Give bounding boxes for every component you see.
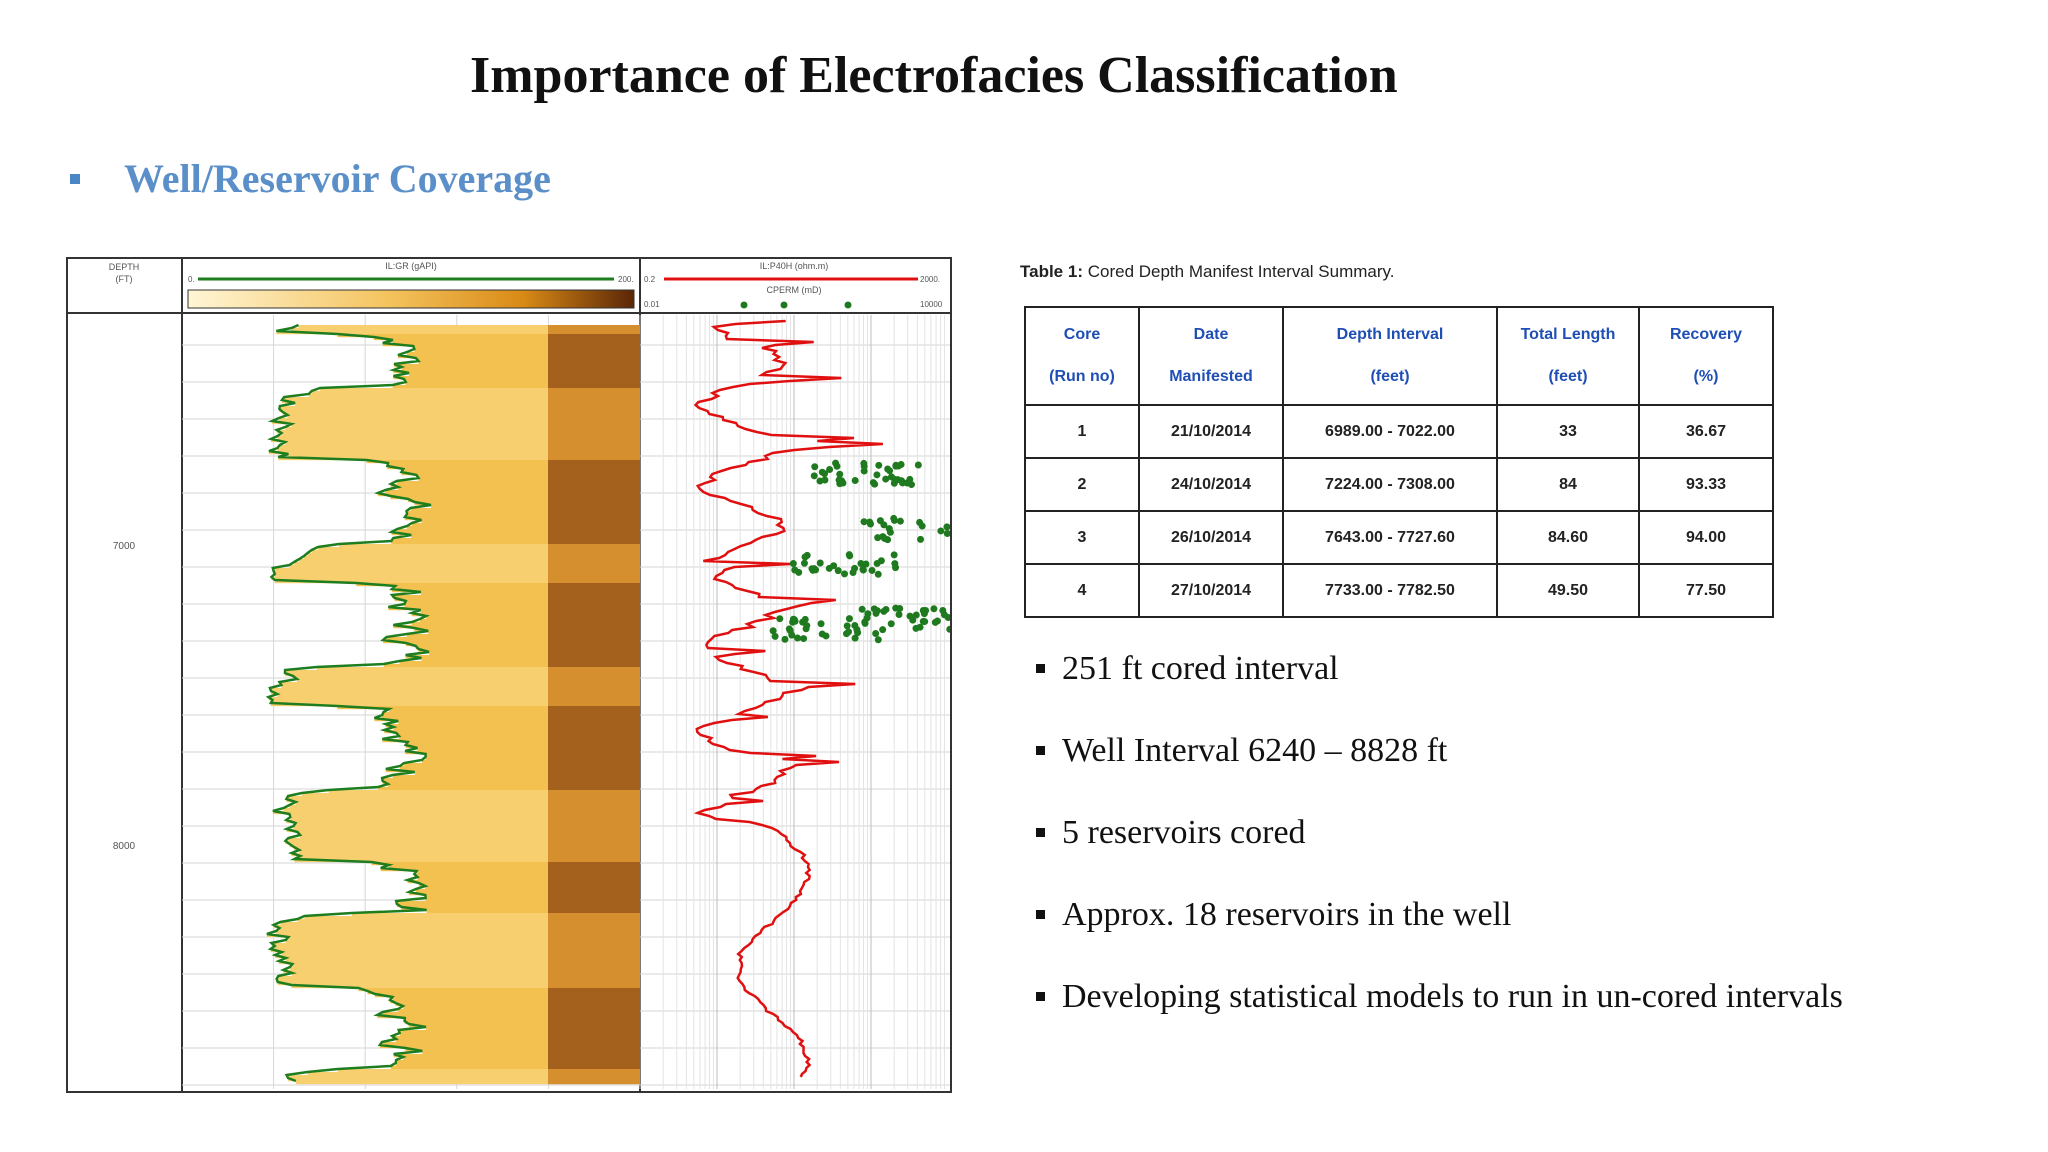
track2-min: 0.2 [644,275,656,284]
cell-core: 3 [1024,510,1140,565]
cell-core: 4 [1024,563,1140,618]
table-caption-label: Table 1: [1020,262,1083,281]
track2-perm-label: CPERM (mD) [767,285,822,295]
list-item: Approx. 18 reservoirs in the well [1036,894,1936,935]
cell-core: 1 [1024,404,1140,459]
cell-date: 24/10/2014 [1138,457,1284,512]
slide-title: Importance of Electrofacies Classificati… [470,47,1398,104]
track2-curve-label: IL:P40H (ohm.m) [760,261,829,271]
list-item: 251 ft cored interval [1036,648,1936,689]
table-row: 3 26/10/2014 7643.00 - 7727.60 84.60 94.… [1024,510,1774,565]
section-title: Well/Reservoir Coverage [124,156,551,201]
header-core: Core (Run no) [1024,306,1140,406]
square-bullet-icon [1036,664,1045,673]
cell-depth: 7224.00 - 7308.00 [1282,457,1498,512]
cell-date: 27/10/2014 [1138,563,1284,618]
cell-length: 49.50 [1496,563,1640,618]
well-log-chart: DEPTH (FT) IL:GR (gAPI) 0. 200. IL:P40H … [68,259,950,1091]
depth-unit: (FT) [116,274,133,284]
square-bullet-icon [1036,910,1045,919]
table-row: 4 27/10/2014 7733.00 - 7782.50 49.50 77.… [1024,563,1774,618]
section-heading: Well/Reservoir Coverage [70,155,551,202]
resistivity-curve [693,319,883,1078]
square-bullet-icon [1036,992,1045,1001]
core-manifest-table: Core (Run no) Date Manifested Depth Interv… [1024,306,1774,618]
cell-recovery: 77.50 [1638,563,1774,618]
summary-points: 251 ft cored interval Well Interval 6240… [1036,648,1936,1058]
cell-depth: 7733.00 - 7782.50 [1282,563,1498,618]
track1-max: 200. [618,275,634,284]
depth-label-7000: 7000 [113,541,136,552]
list-item: Well Interval 6240 – 8828 ft [1036,730,1936,771]
gamma-ray-curve [265,323,432,1083]
cell-date: 26/10/2014 [1138,510,1284,565]
table-row: 2 24/10/2014 7224.00 - 7308.00 84 93.33 [1024,457,1774,512]
square-bullet-icon [1036,828,1045,837]
cell-length: 84.60 [1496,510,1640,565]
table-caption-text: Cored Depth Manifest Interval Summary. [1087,262,1395,281]
cell-recovery: 36.67 [1638,404,1774,459]
table-row: 1 21/10/2014 6989.00 - 7022.00 33 36.67 [1024,404,1774,459]
well-log-panel: DEPTH (FT) IL:GR (gAPI) 0. 200. IL:P40H … [66,257,952,1093]
table-header-row: Core (Run no) Date Manifested Depth Interv… [1024,306,1774,406]
track1-min: 0. [188,275,195,284]
cell-length: 84 [1496,457,1640,512]
track2-max: 2000. [920,275,940,284]
list-item: 5 reservoirs cored [1036,812,1936,853]
header-total-length: Total Length (feet) [1496,306,1640,406]
gamma-ray-fill [266,325,640,1085]
square-bullet-icon [1036,746,1045,755]
cell-length: 33 [1496,404,1640,459]
permeability-points [769,459,950,644]
cell-recovery: 94.00 [1638,510,1774,565]
depth-header: DEPTH [109,262,140,272]
depth-label-8000: 8000 [113,841,136,852]
header-date: Date Manifested [1138,306,1284,406]
track2-perm-min: 0.01 [644,300,660,309]
cell-depth: 6989.00 - 7022.00 [1282,404,1498,459]
track1-curve-label: IL:GR (gAPI) [385,261,437,271]
cell-recovery: 93.33 [1638,457,1774,512]
cell-core: 2 [1024,457,1140,512]
cell-date: 21/10/2014 [1138,404,1284,459]
track2-perm-max: 10000 [920,300,943,309]
table-caption: Table 1: Cored Depth Manifest Interval S… [1020,262,1394,282]
square-bullet-icon [70,173,80,184]
cell-depth: 7643.00 - 7727.60 [1282,510,1498,565]
list-item: Developing statistical models to run in … [1036,976,1936,1017]
header-recovery: Recovery (%) [1638,306,1774,406]
header-depth-interval: Depth Interval (feet) [1282,306,1498,406]
